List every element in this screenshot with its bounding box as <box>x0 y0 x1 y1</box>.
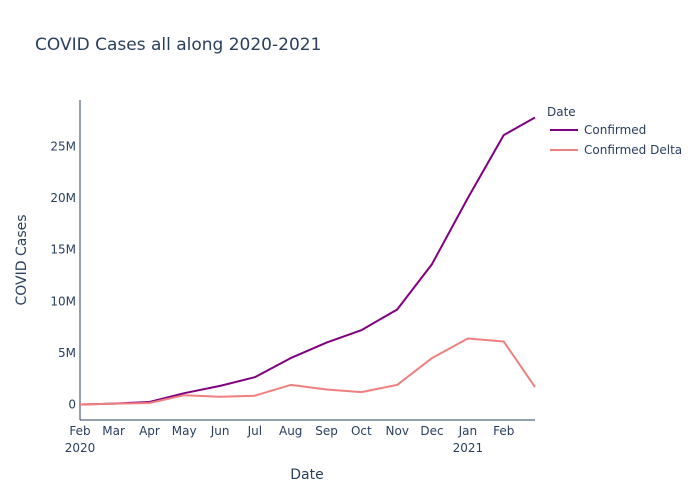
x-tick-label: Nov <box>386 424 409 438</box>
y-tick-label: 5M <box>58 346 76 360</box>
x-tick-labels: Feb 2020 Mar Apr May Jun Jul Aug Sep Oct Nov Dec Jan… <box>65 424 515 455</box>
x-axis-title: Date <box>290 467 323 483</box>
x-tick-year-label: 2021 <box>453 441 484 455</box>
x-tick-label: Feb <box>69 424 90 438</box>
x-tick-label: Oct <box>351 424 372 438</box>
legend-item-confirmed[interactable]: Confirmed <box>550 123 646 137</box>
x-tick-label: Mar <box>102 424 125 438</box>
legend-title: Date <box>547 105 576 119</box>
legend-label: Confirmed Delta <box>584 143 682 157</box>
legend[interactable]: Date Confirmed Confirmed Delta <box>547 105 682 157</box>
y-tick-label: 10M <box>50 294 76 308</box>
series-group <box>79 116 536 406</box>
legend-item-confirmed-delta[interactable]: Confirmed Delta <box>550 143 682 157</box>
y-tick-label: 20M <box>50 191 76 205</box>
y-tick-label: 15M <box>50 243 76 257</box>
x-tick-label: May <box>172 424 197 438</box>
legend-items[interactable]: Confirmed Confirmed Delta <box>550 123 682 157</box>
series-line-confirmed[interactable] <box>79 116 536 406</box>
x-tick-label: Dec <box>420 424 443 438</box>
x-tick-label: Feb <box>493 424 514 438</box>
x-tick-label: Apr <box>139 424 160 438</box>
x-tick-year-label: 2020 <box>65 441 96 455</box>
series-line-confirmed-delta[interactable] <box>79 337 536 406</box>
x-tick-label: Jun <box>210 424 230 438</box>
y-tick-labels: 0 5M 10M 15M 20M 25M <box>50 139 76 411</box>
y-tick-label: 0 <box>68 398 76 412</box>
x-tick-label: Jul <box>247 424 262 438</box>
chart-title: COVID Cases all along 2020-2021 <box>35 35 321 55</box>
plot-area <box>79 100 536 421</box>
y-axis-title: COVID Cases <box>14 214 30 305</box>
x-tick-label: Sep <box>315 424 338 438</box>
x-tick-label: Jan <box>458 424 478 438</box>
legend-label: Confirmed <box>584 123 646 137</box>
y-tick-label: 25M <box>50 139 76 153</box>
x-tick-label: Aug <box>279 424 302 438</box>
